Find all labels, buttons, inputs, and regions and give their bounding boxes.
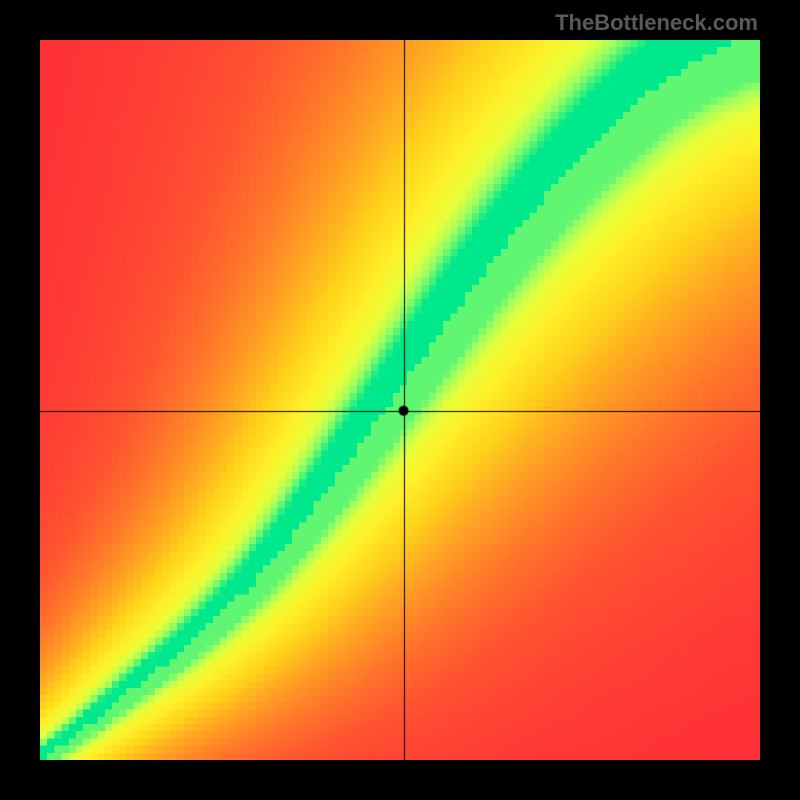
bottleneck-heatmap — [40, 40, 760, 760]
source-watermark: TheBottleneck.com — [555, 10, 758, 36]
chart-container: TheBottleneck.com — [0, 0, 800, 800]
